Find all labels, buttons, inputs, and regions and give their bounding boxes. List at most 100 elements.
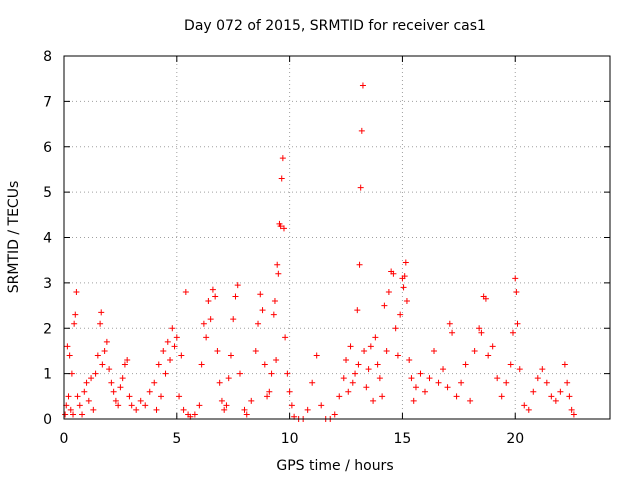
data-point (76, 402, 83, 409)
data-point (417, 370, 424, 377)
data-point (173, 334, 180, 341)
x-tick-label: 15 (394, 431, 412, 447)
data-point (164, 338, 171, 345)
data-point (259, 307, 266, 314)
data-point (81, 388, 88, 395)
data-point (64, 343, 71, 350)
data-point (446, 320, 453, 327)
data-point (200, 320, 207, 327)
data-point (255, 320, 262, 327)
data-point (370, 397, 377, 404)
data-point (467, 397, 474, 404)
data-point (354, 307, 361, 314)
data-point (72, 311, 79, 318)
data-point (128, 402, 135, 409)
data-point (137, 397, 144, 404)
data-point (169, 325, 176, 332)
data-point (489, 343, 496, 350)
data-point (248, 397, 255, 404)
data-point (92, 370, 99, 377)
data-point (155, 361, 162, 368)
data-point (318, 402, 325, 409)
data-point (252, 347, 259, 354)
data-point (453, 393, 460, 400)
data-point (280, 225, 287, 232)
data-point (221, 406, 228, 413)
data-point (198, 361, 205, 368)
data-point (494, 375, 501, 382)
data-point (71, 320, 78, 327)
data-point (146, 388, 153, 395)
data-point (115, 402, 122, 409)
y-tick-label: 0 (43, 412, 52, 428)
data-point (236, 370, 243, 377)
grid (64, 56, 610, 419)
data-point (205, 298, 212, 305)
data-point (74, 393, 81, 400)
data-point (548, 393, 555, 400)
data-point (401, 273, 408, 280)
data-point (66, 352, 73, 359)
data-point (142, 402, 149, 409)
data-point (552, 397, 559, 404)
data-point (126, 393, 133, 400)
data-point (358, 127, 365, 134)
data-point (124, 357, 131, 364)
data-point (570, 411, 577, 418)
x-tick-label: 20 (506, 431, 524, 447)
data-point (309, 379, 316, 386)
axis-ticks: 0 1 2 3 4 5 6 7 8 0 5 10 15 20 (43, 49, 610, 447)
data-point (288, 402, 295, 409)
data-point (367, 343, 374, 350)
data-point (372, 334, 379, 341)
data-point (98, 309, 105, 316)
y-tick-label: 7 (43, 94, 52, 110)
x-tick-label: 5 (172, 431, 181, 447)
data-point (94, 352, 101, 359)
data-point (397, 311, 404, 318)
data-point (70, 411, 77, 418)
data-point (498, 393, 505, 400)
data-point (357, 184, 364, 191)
data-point (112, 397, 119, 404)
data-point (273, 357, 280, 364)
data-point (176, 393, 183, 400)
data-point (349, 379, 356, 386)
y-tick-label: 2 (43, 321, 52, 337)
data-point (521, 402, 528, 409)
data-point (207, 316, 214, 323)
data-point (79, 411, 86, 418)
data-points (62, 82, 577, 422)
data-point (117, 384, 124, 391)
data-point (110, 388, 117, 395)
data-point (390, 270, 397, 277)
data-point (225, 375, 232, 382)
data-point (106, 366, 113, 373)
data-point (277, 223, 284, 230)
data-point (400, 284, 407, 291)
data-point (336, 393, 343, 400)
chart-title: Day 072 of 2015, SRMTID for receiver cas… (184, 18, 486, 34)
data-point (158, 393, 165, 400)
x-tick-label: 0 (60, 431, 69, 447)
data-point (509, 329, 516, 336)
data-point (543, 379, 550, 386)
data-point (151, 379, 158, 386)
data-point (516, 366, 523, 373)
data-point (67, 406, 74, 413)
data-point (361, 347, 368, 354)
data-point (227, 352, 234, 359)
data-point (383, 347, 390, 354)
data-point (557, 388, 564, 395)
data-point (99, 361, 106, 368)
data-point (133, 406, 140, 413)
data-point (313, 352, 320, 359)
data-point (449, 329, 456, 336)
data-point (243, 411, 250, 418)
data-point (266, 388, 273, 395)
data-point (65, 393, 72, 400)
data-point (90, 406, 97, 413)
data-point (83, 379, 90, 386)
data-point (365, 366, 372, 373)
